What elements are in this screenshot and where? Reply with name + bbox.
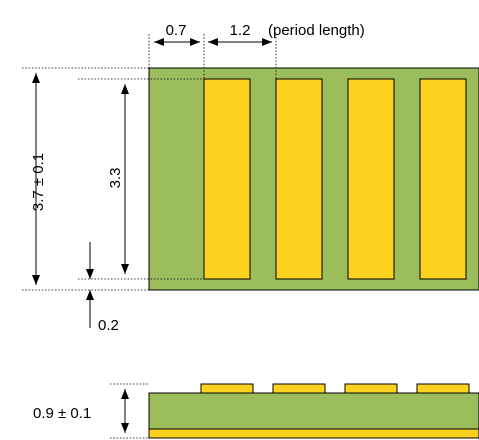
pad-height-dimension: 3.3 — [107, 84, 129, 274]
thickness-label: 0.9 ± 0.1 — [33, 405, 91, 422]
thickness-dimension: 0.9 ± 0.1 — [33, 389, 129, 433]
electrode-pad-top-1 — [203, 78, 251, 280]
electrode-pad-top-3 — [347, 78, 395, 280]
electrode-pad-top-4 — [419, 78, 467, 280]
electrode-pad-top-2 — [275, 78, 323, 280]
period-label: 1.2 — [230, 22, 251, 39]
bottom-electrode-layer — [148, 428, 479, 439]
top-view — [148, 67, 479, 291]
bottom-margin-label: 0.2 — [98, 317, 119, 334]
guide-lines — [22, 34, 277, 439]
period-dimension: 1.2 (period length) — [208, 22, 365, 46]
pad-group-side-view — [200, 383, 470, 394]
bottom-margin-dimension: 0.2 — [86, 242, 119, 334]
pitch-offset-dimension: 0.7 — [154, 22, 200, 46]
total-height-dimension: 3.7 ± 0.1 — [30, 73, 47, 285]
total-height-label: 3.7 ± 0.1 — [30, 153, 47, 211]
period-note-label: (period length) — [268, 22, 365, 39]
electrode-pad-side-2 — [272, 383, 326, 394]
pad-group-top-view — [203, 78, 467, 280]
side-view — [148, 383, 479, 439]
pitch-offset-label: 0.7 — [166, 22, 187, 39]
pad-height-label: 3.3 — [107, 168, 124, 189]
electrode-pad-side-3 — [344, 383, 398, 394]
electrode-pad-side-4 — [416, 383, 470, 394]
electrode-pad-side-1 — [200, 383, 254, 394]
